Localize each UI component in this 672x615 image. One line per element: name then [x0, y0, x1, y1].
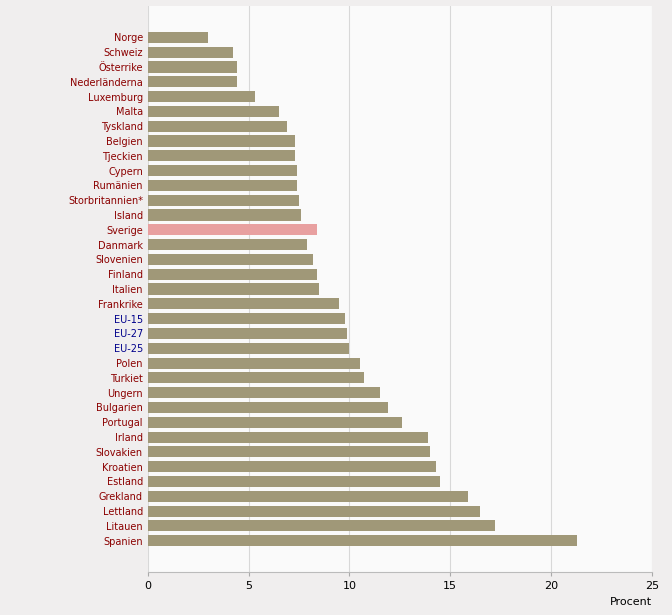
Bar	[148, 62, 237, 73]
Bar	[148, 357, 360, 368]
Bar	[148, 254, 313, 265]
Bar	[148, 210, 301, 221]
Bar	[148, 224, 317, 236]
Bar	[148, 387, 380, 399]
Bar	[148, 32, 208, 43]
Bar	[148, 328, 347, 339]
Bar	[148, 313, 345, 324]
Bar	[148, 417, 402, 428]
Bar	[148, 269, 317, 280]
Bar	[148, 298, 339, 309]
Bar	[148, 150, 295, 161]
Bar	[148, 402, 388, 413]
Bar	[148, 76, 237, 87]
Bar	[148, 121, 287, 132]
Bar	[148, 284, 319, 295]
Bar	[148, 106, 279, 117]
Bar	[148, 239, 307, 250]
Bar	[148, 432, 428, 443]
X-axis label: Procent: Procent	[610, 597, 652, 606]
Bar	[148, 535, 577, 546]
Bar	[148, 491, 468, 502]
Bar	[148, 91, 255, 102]
Bar	[148, 165, 297, 176]
Bar	[148, 372, 364, 383]
Bar	[148, 343, 349, 354]
Bar	[148, 446, 430, 458]
Bar	[148, 195, 299, 206]
Bar	[148, 461, 436, 472]
Bar	[148, 180, 297, 191]
Bar	[148, 506, 480, 517]
Bar	[148, 520, 495, 531]
Bar	[148, 135, 295, 146]
Bar	[148, 47, 233, 58]
Bar	[148, 476, 440, 487]
